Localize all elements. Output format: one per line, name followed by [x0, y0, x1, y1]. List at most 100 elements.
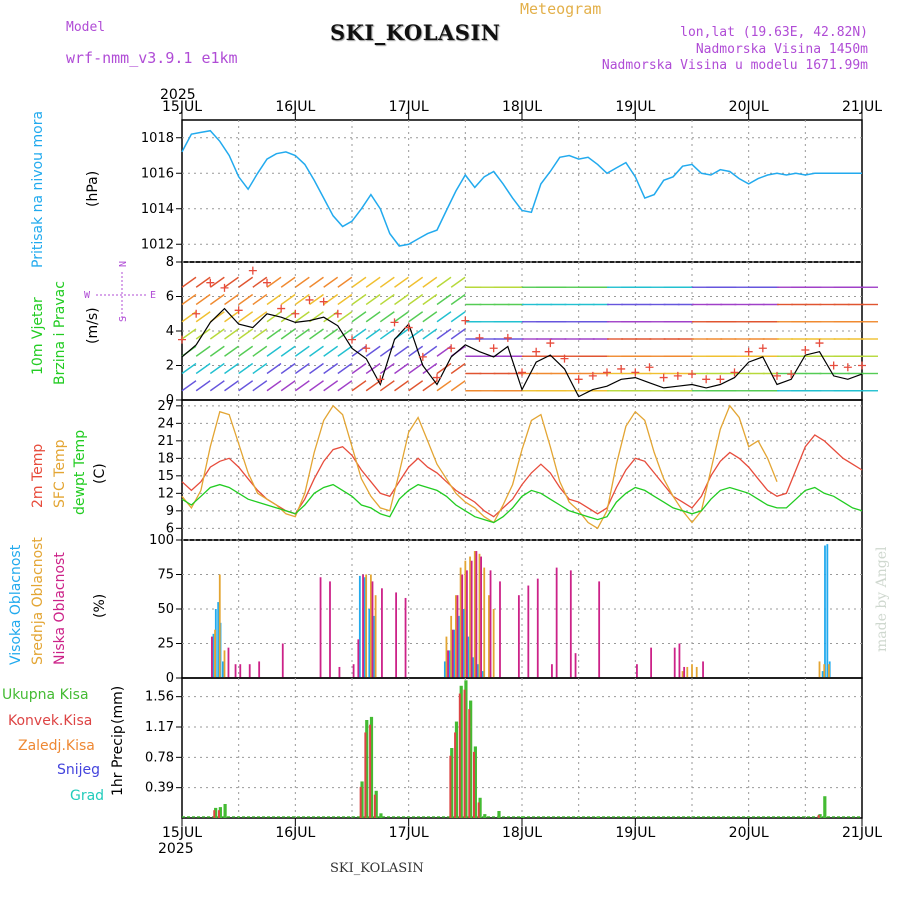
wind-arrow — [323, 328, 339, 340]
low-cloud-bar — [650, 647, 652, 678]
wind-arrow — [394, 362, 409, 375]
total-rain-bar — [374, 790, 378, 818]
total-rain-bar — [459, 685, 463, 818]
wind-arrow — [294, 328, 310, 340]
wind-arrow — [408, 345, 424, 357]
low-cloud-bar — [239, 664, 242, 678]
wind-arrow — [337, 362, 353, 375]
total-rain-bar — [521, 816, 525, 818]
date-label-bottom: 18JUL — [502, 825, 542, 841]
gust-marker — [404, 323, 413, 332]
gust-marker — [376, 375, 385, 384]
gust-marker — [829, 361, 838, 370]
gust-marker — [503, 333, 512, 342]
gust-marker — [206, 278, 215, 287]
wind-arrow — [294, 293, 310, 306]
date-label-top: 15JUL — [162, 99, 202, 115]
wind-arrow — [195, 293, 211, 306]
conv-rain-bar — [454, 732, 457, 818]
high-cloud-bar — [212, 633, 215, 678]
low-cloud-bar — [456, 595, 459, 678]
wind-arrow — [224, 276, 239, 288]
low-cloud-bar — [480, 556, 482, 678]
conv-rain-bar — [364, 732, 367, 818]
low-cloud-bar — [536, 578, 539, 678]
gust-marker — [574, 375, 583, 384]
gust-marker — [858, 361, 866, 370]
temp-label-1: 2m Temp — [30, 444, 46, 508]
cloud-unit: (%) — [92, 594, 108, 618]
low-cloud-bar — [338, 666, 341, 678]
wind-compass: N S W E — [84, 261, 156, 322]
high-cloud-bar — [821, 671, 824, 678]
total-rain-bar — [818, 814, 822, 818]
wind-arrow — [422, 328, 438, 340]
wind-arrow — [394, 380, 409, 392]
year-bottom: 2025 — [158, 841, 194, 857]
y-tick-label: 27 — [157, 399, 174, 414]
high-cloud-bar — [826, 544, 829, 678]
date-label-bottom: 21JUL — [842, 825, 882, 841]
low-cloud-bar — [461, 574, 464, 678]
wind-arrow — [294, 276, 310, 288]
temp-label-3: dewpt Temp — [72, 430, 88, 515]
gust-marker — [277, 304, 286, 313]
gust-marker — [291, 309, 300, 318]
date-label-top: 16JUL — [275, 99, 315, 115]
mid-cloud-bar — [473, 551, 476, 678]
mid-cloud-bar — [686, 666, 689, 678]
y-tick-label: 21 — [157, 434, 174, 449]
gust-marker — [758, 344, 767, 353]
wind-arrow — [394, 311, 409, 323]
gust-marker — [263, 278, 271, 287]
low-cloud-bar — [395, 592, 397, 678]
conv-rain-bar — [449, 755, 452, 818]
date-label-top: 18JUL — [502, 99, 542, 115]
compass-north: N — [118, 261, 129, 267]
wind-arrow — [266, 362, 282, 375]
conv-rain-bar — [472, 751, 475, 818]
mid-cloud-bar — [218, 574, 221, 678]
y-tick-label: 24 — [157, 416, 174, 431]
date-axis-top: 15JUL 16JUL 17JUL 18JUL 19JUL 20JUL 21JUL — [162, 99, 882, 120]
low-cloud-bar — [404, 597, 407, 678]
y-tick-label: 4 — [166, 324, 174, 339]
y-tick-label: 100 — [149, 533, 174, 548]
low-cloud-bar — [329, 581, 331, 678]
wind-arrow — [252, 276, 268, 288]
high-cloud-bar — [217, 602, 220, 678]
low-cloud-bar — [636, 664, 638, 678]
gust-marker — [801, 345, 810, 354]
low-cloud-bar — [466, 570, 468, 678]
wind-arrow — [337, 311, 353, 323]
date-label-top: 20JUL — [729, 99, 769, 115]
gust-marker — [702, 375, 711, 384]
gust-marker — [546, 339, 555, 348]
gust-marker — [659, 373, 668, 382]
gust-marker — [588, 371, 597, 380]
y-tick-label: 6 — [166, 521, 174, 536]
gust-marker — [617, 364, 626, 373]
wind-arrow — [323, 362, 339, 375]
high-cloud-bar — [453, 629, 456, 678]
compass-east: E — [150, 290, 156, 301]
wind-arrow — [224, 328, 239, 340]
y-tick-label: 75 — [157, 568, 174, 583]
low-cloud-bar — [499, 581, 501, 678]
low-cloud-bar — [574, 653, 577, 678]
precip-unit: (mm) — [110, 686, 126, 724]
y-tick-label: 1018 — [141, 131, 174, 146]
y-tick-label: 15 — [157, 469, 174, 484]
mid-cloud-bar — [450, 615, 453, 678]
wind-arrow — [266, 276, 282, 288]
low-cloud-bar — [475, 551, 478, 678]
mid-cloud-bar — [823, 664, 826, 678]
y-tick-label: 1.56 — [145, 690, 174, 705]
total-rain-bar — [823, 796, 827, 818]
high-cloud-bar — [481, 671, 484, 678]
wind-arrow — [224, 293, 239, 306]
wind-arrow — [238, 345, 254, 357]
y-tick-label: 0 — [166, 393, 174, 408]
wind-arrow — [323, 293, 339, 306]
wind-arrow — [195, 276, 211, 288]
